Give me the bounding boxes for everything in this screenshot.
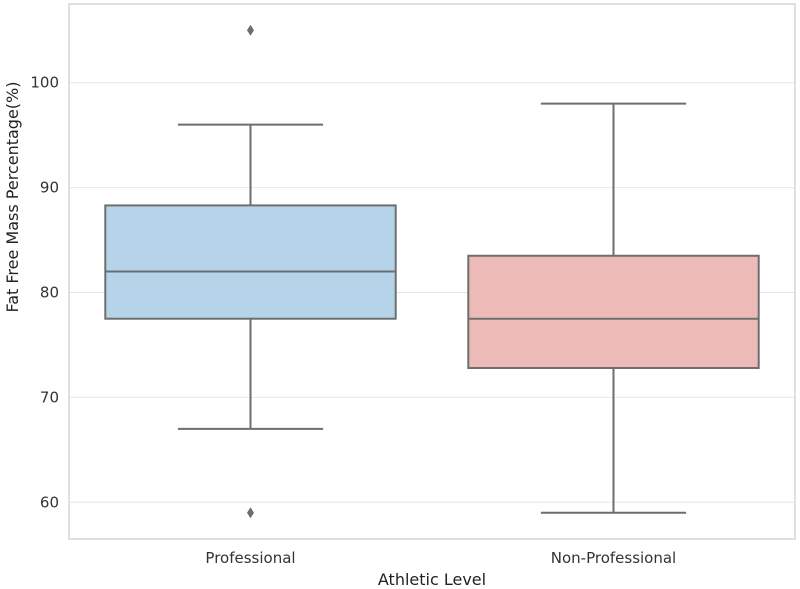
x-tick-labels: Professional Non-Professional (205, 549, 676, 567)
plot-frame (68, 3, 796, 540)
y-tick-labels: 60 70 80 90 100 (30, 74, 59, 512)
boxes (104, 24, 760, 519)
y-tick-label: 70 (40, 388, 59, 406)
outlier-point (247, 507, 254, 519)
x-axis-label: Athletic Level (378, 570, 486, 589)
y-axis-label: Fat Free Mass Percentage(%) (3, 82, 22, 313)
y-tick-label: 60 (40, 493, 59, 511)
iqr-box (467, 254, 760, 370)
outlier-point (247, 24, 254, 36)
box-professional (104, 24, 397, 519)
iqr-box (104, 204, 397, 320)
y-tick-label: 80 (40, 283, 59, 301)
box-non-professional (467, 102, 760, 514)
y-tick-label: 100 (30, 74, 59, 92)
x-tick-label: Non-Professional (551, 549, 676, 567)
x-tick-label: Professional (205, 549, 295, 567)
y-tick-label: 90 (40, 179, 59, 197)
